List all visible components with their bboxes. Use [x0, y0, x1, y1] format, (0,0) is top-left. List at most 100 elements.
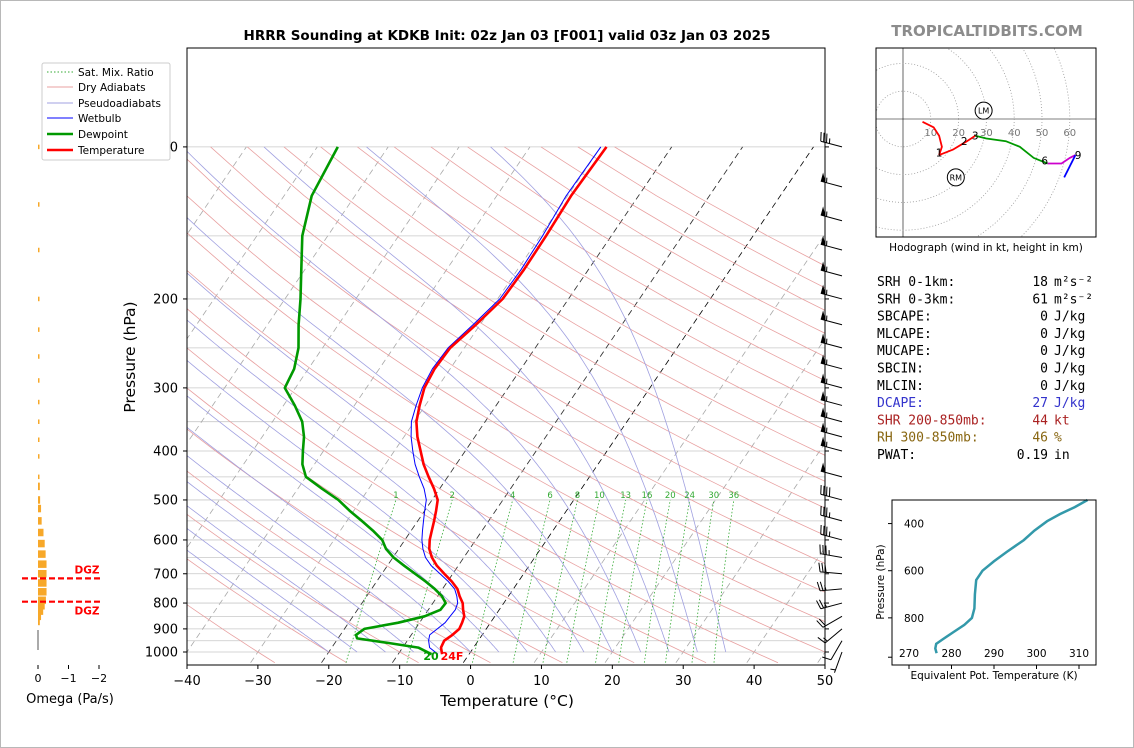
skewt-y-axis-label: Pressure (hPa)	[121, 301, 139, 412]
index-label: PWAT:	[877, 448, 916, 463]
omega-bars	[38, 144, 47, 626]
x-tick-label: 50	[817, 674, 834, 689]
dry-adiabat-line	[357, 146, 825, 431]
omega-bar	[38, 550, 46, 558]
hodograph-segment	[922, 120, 943, 156]
dry-adiabat-line	[187, 604, 276, 664]
pseudoadiabat-line	[490, 146, 727, 653]
omega-bar	[38, 560, 47, 568]
skewt-series	[283, 146, 608, 656]
wind-barb	[822, 640, 843, 661]
surface-temperature-label: 24F	[441, 650, 464, 663]
wind-barbs	[816, 131, 843, 673]
y-tick-label: 900	[153, 622, 178, 637]
dgz-markers: DGZ DGZ	[22, 564, 100, 618]
hodograph-ring	[876, 48, 1015, 231]
dry-adiabat-line	[320, 146, 825, 456]
theta-x-tick-label: 310	[1069, 648, 1089, 660]
hodograph-trace: 1 2 3 6 9 LM RM	[922, 101, 1081, 187]
omega-bar	[38, 607, 44, 615]
omega-bar	[38, 419, 40, 424]
mixing-ratio-label: 6	[547, 491, 552, 501]
mixing-ratio-line	[713, 499, 735, 663]
wind-barb	[816, 615, 843, 628]
index-unit: %	[1054, 431, 1062, 446]
omega-bar	[38, 474, 40, 480]
dry-adiabat-line	[187, 470, 491, 664]
omega-bar	[38, 327, 40, 332]
omega-bar	[38, 617, 40, 626]
index-value: 0	[1040, 327, 1048, 342]
dry-adiabat-line	[187, 308, 779, 664]
y-tick-label: 800	[153, 597, 178, 612]
omega-bar	[38, 528, 44, 537]
x-tick-label: 40	[746, 674, 763, 689]
index-label: MLCAPE:	[877, 327, 932, 342]
dry-adiabat-line	[187, 232, 825, 623]
index-unit: J/kg	[1054, 362, 1085, 377]
mixing-ratio-label: 10	[594, 491, 605, 501]
hodograph-ring	[1020, 48, 1071, 237]
legend: Sat. Mix. Ratio Dry Adiabats Pseudoadiab…	[41, 62, 171, 161]
dry-adiabat-line	[283, 146, 825, 482]
surface-dewpoint-label: 20	[423, 650, 439, 663]
legend-box	[41, 62, 171, 161]
index-label: SBCAPE:	[877, 310, 932, 325]
index-value: 0.19	[1017, 448, 1048, 463]
wind-barb	[818, 562, 843, 575]
hodograph-segment	[975, 134, 1048, 165]
dry-adiabat-line	[187, 428, 563, 664]
pseudoadiabat-line	[187, 426, 471, 653]
omega-bar	[38, 482, 40, 491]
wind-barb	[820, 485, 843, 501]
x-tick-label: 20	[604, 674, 621, 689]
mixing-ratio-line	[618, 499, 648, 663]
dry-adiabat-line	[187, 269, 825, 653]
mixing-ratio-line	[542, 499, 578, 663]
theta-x-tick-label: 280	[941, 648, 961, 660]
dry-adiabat-line	[187, 558, 347, 664]
index-unit: J/kg	[1054, 344, 1085, 359]
y-tick-label: 200	[153, 292, 178, 307]
index-value: 0	[1040, 362, 1048, 377]
wind-barb	[820, 422, 843, 438]
legend-label-dry-adiabat: Dry Adiabats	[78, 82, 146, 94]
theta-x-tick-label: 270	[899, 648, 919, 660]
pseudoadiabat-line	[187, 549, 330, 653]
sounding-indices: SRH 0-1km: 18 m²s⁻² SRH 0-3km: 61 m²s⁻² SBCAPE…	[877, 275, 1093, 463]
theta-e-ticks: 270 280 290 300 310 400 600 800	[888, 519, 1089, 669]
omega-bar	[38, 588, 47, 596]
dewpoint-line	[283, 146, 448, 656]
omega-panel: 0 −1 −2 DGZ DGZ Omega (Pa/s)	[22, 144, 114, 707]
hodograph-ring-label: 60	[1063, 128, 1076, 139]
mixing-ratio-labels: 1 2 4 6 8 10 13 16 20 24 30 36	[393, 491, 739, 501]
pseudoadiabat-line	[187, 217, 613, 653]
omega-bar	[38, 354, 40, 359]
hodograph-ring-label: 40	[1008, 128, 1021, 139]
hodograph-segment	[938, 134, 976, 156]
hodograph-ring	[975, 48, 1043, 237]
mixing-ratio-label: 1	[393, 491, 398, 501]
dry-adiabat-line	[577, 146, 825, 289]
skewt-y-ticks: 1002003004005006007008009001000	[145, 140, 829, 661]
hodograph-height-label: 2	[961, 136, 968, 148]
mixing-ratio-label: 13	[620, 491, 631, 501]
dry-adiabat-line	[467, 146, 825, 358]
hodograph-ring-label: 30	[980, 128, 993, 139]
index-unit: J/kg	[1054, 396, 1085, 411]
isotherm-line	[0, 147, 105, 663]
storm-motion-marker	[946, 168, 965, 187]
wind-barb	[816, 599, 843, 610]
mixing-ratio-line	[643, 499, 671, 663]
omega-tick-label: −1	[60, 672, 76, 685]
omega-bar	[38, 496, 41, 504]
mixing-ratio-label: 8	[575, 491, 580, 501]
y-tick-label: 600	[153, 533, 178, 548]
hodograph-ring-label: 20	[952, 128, 965, 139]
theta-y-tick-label: 600	[904, 566, 924, 578]
dgz-label: DGZ	[75, 606, 100, 618]
omega-bar	[38, 570, 47, 578]
index-label: MLCIN:	[877, 379, 924, 394]
mixing-ratio-line	[595, 499, 627, 663]
y-tick-label: 1000	[145, 646, 178, 661]
